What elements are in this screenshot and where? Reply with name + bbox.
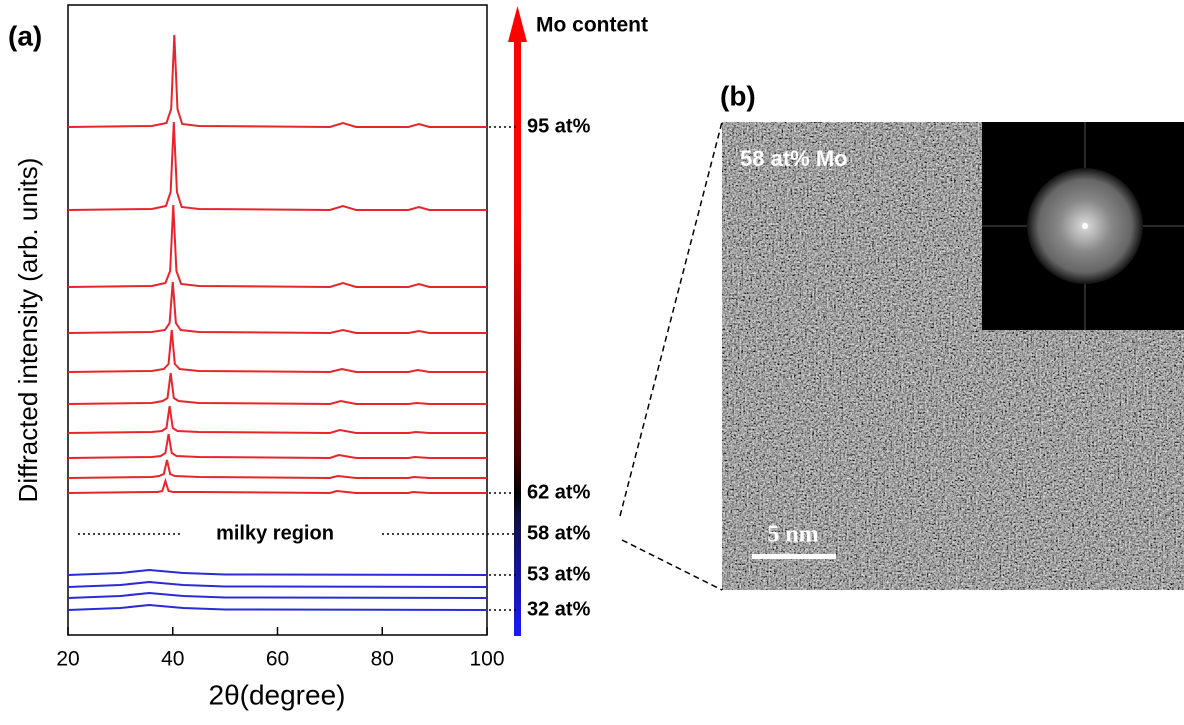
x-axis-label: 2θ(degree) [209, 679, 346, 710]
xrd-curve [67, 204, 487, 289]
xrd-curve [67, 405, 487, 435]
xrd-curve [67, 568, 488, 576]
scale-title: Mo content [536, 14, 648, 37]
x-tick-label: 60 [266, 648, 289, 671]
tem-panel: (b) 58 at% Mo 5 nm [619, 80, 1184, 591]
xrd-curve [67, 121, 487, 212]
color-scale [514, 40, 521, 636]
panel-label: (b) [720, 80, 756, 111]
content-label: 53 at% [527, 563, 591, 585]
xrd-curve [67, 34, 487, 129]
xrd-curve [67, 591, 488, 599]
zoom-line [619, 121, 723, 517]
fft-center [1082, 223, 1088, 229]
x-tick-label: 80 [371, 648, 394, 671]
panel-label: (a) [8, 20, 42, 51]
x-tick-label: 20 [56, 648, 79, 671]
x-tick-label: 40 [161, 648, 184, 671]
xrd-curve [67, 459, 487, 480]
scale-bar [752, 554, 836, 559]
content-label: 95 at% [527, 115, 591, 137]
scale-arrow [508, 6, 527, 42]
tem-caption: 58 at% Mo [740, 146, 848, 171]
content-label: 58 at% [527, 522, 591, 544]
xrd-curve [67, 477, 487, 495]
xrd-curve [67, 603, 488, 611]
content-label: 32 at% [527, 598, 591, 620]
milky-label: milky region [216, 522, 334, 544]
y-axis-label: Diffracted intensity (arb. units) [13, 158, 43, 503]
xrd-curve [67, 281, 487, 335]
scale-bar-label: 5 nm [767, 522, 818, 548]
xrd-curve [67, 329, 487, 374]
xrd-curve [67, 372, 487, 406]
xrd-curve [67, 433, 487, 460]
zoom-line [621, 539, 723, 591]
content-label: 62 at% [527, 481, 591, 503]
x-tick-label: 100 [469, 648, 504, 671]
xrd-curve [67, 580, 488, 588]
